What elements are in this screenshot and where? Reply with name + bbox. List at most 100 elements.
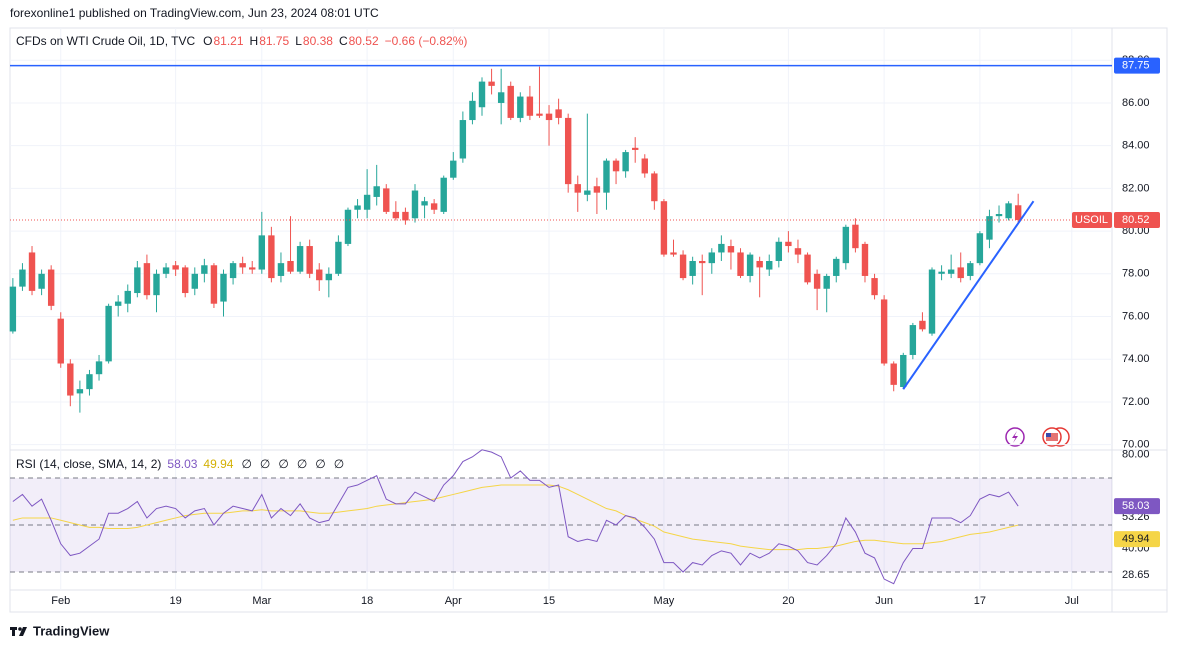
logo-part — [19, 627, 27, 636]
candle-body — [38, 273, 45, 289]
x-tick-label: Feb — [51, 595, 70, 607]
candle-body — [143, 263, 151, 296]
candle-body — [718, 243, 725, 253]
flag — [1046, 433, 1058, 441]
candle-body — [660, 201, 668, 255]
publisher: forexonline1 published on TradingView.co… — [10, 6, 379, 20]
candle-body — [478, 81, 486, 108]
candle-body — [612, 160, 620, 172]
candle-body — [114, 301, 122, 306]
candle-body — [19, 269, 26, 287]
logo-part — [18, 627, 22, 631]
candle-body — [296, 246, 304, 272]
legend-value: 80.52 — [349, 34, 379, 48]
candle-body — [258, 235, 266, 270]
candle-body — [727, 246, 735, 253]
logo-part — [12, 627, 15, 636]
candle-body — [105, 305, 112, 362]
last-price-label: 80.52 — [1122, 214, 1150, 226]
rsi-tick-label: 28.65 — [1122, 569, 1150, 581]
candle-body — [555, 109, 562, 118]
candle-body — [852, 224, 859, 249]
candle-body — [182, 267, 189, 294]
x-tick-label: 20 — [782, 595, 794, 607]
brand: TradingView — [33, 623, 110, 638]
event-icons — [1005, 427, 1070, 447]
rsi-value-label: 58.03 — [1122, 500, 1150, 512]
tv-logo — [10, 627, 27, 636]
candle-body — [632, 147, 639, 150]
x-tick-label: Jun — [875, 595, 893, 607]
candle-body — [220, 273, 227, 302]
candle-body — [938, 271, 945, 274]
rsi-na: ∅ — [334, 457, 344, 471]
rsi-na: ∅ — [278, 457, 288, 471]
candle-body — [459, 120, 467, 159]
candle-body — [833, 258, 840, 276]
legend-key: L — [295, 34, 302, 48]
candle-body — [995, 214, 1003, 217]
candle-body — [325, 273, 333, 281]
candle-body — [957, 267, 964, 279]
rsi-sma-line — [12, 484, 1019, 551]
candle-body — [603, 160, 610, 193]
candle-body — [497, 92, 505, 103]
candle-body — [517, 96, 524, 118]
symbol-pill — [1072, 211, 1112, 228]
candle-body — [268, 235, 275, 279]
candle-body — [277, 263, 285, 276]
candle-body — [947, 269, 955, 274]
candle-body — [890, 363, 897, 385]
candle-body — [306, 246, 313, 274]
legend-value: 81.75 — [259, 34, 289, 48]
legend-change: −0.66 (−0.82%) — [385, 34, 468, 48]
candle-body — [363, 194, 371, 210]
rsi-legend-sma: 49.94 — [203, 457, 233, 471]
y-tick-label: 72.00 — [1122, 396, 1150, 408]
candle-body — [536, 113, 543, 116]
rsi-sma-label-pill — [1114, 531, 1160, 548]
candle-body — [756, 260, 763, 268]
candle-body — [47, 269, 55, 306]
candle-body — [411, 190, 419, 219]
x-tick-label: 19 — [170, 595, 182, 607]
rsi-na: ∅ — [260, 457, 270, 471]
rsi-legend-value: 58.03 — [167, 457, 197, 471]
candle-body — [354, 205, 361, 210]
symbol-label: USOIL — [1075, 214, 1108, 226]
candle-body — [9, 286, 17, 332]
candle-body — [344, 209, 352, 244]
candle-body — [402, 211, 409, 221]
candle-body — [28, 252, 36, 291]
candle-body — [699, 260, 706, 264]
y-tick-label: 82.00 — [1122, 182, 1150, 194]
legend-key: C — [339, 34, 348, 48]
candle-body — [593, 186, 601, 193]
candle-body — [172, 265, 179, 270]
hline-label: 87.75 — [1122, 59, 1150, 71]
rsi-sma-label: 49.94 — [1122, 533, 1150, 545]
flag — [1046, 433, 1051, 437]
candle-body — [785, 241, 792, 247]
candle-body — [507, 85, 514, 118]
rsi-na: ∅ — [297, 457, 307, 471]
candle-body — [430, 203, 438, 210]
candle-body — [804, 254, 811, 283]
candle-body — [153, 273, 160, 296]
candle-body — [622, 152, 629, 172]
candle-body — [584, 190, 591, 195]
candle-body — [545, 113, 553, 121]
candle-body — [900, 354, 907, 387]
candle-body — [526, 96, 534, 116]
legend-value: 80.38 — [303, 34, 333, 48]
candle-body — [746, 254, 754, 276]
legend-value: 81.21 — [214, 34, 244, 48]
candle-body — [57, 318, 64, 364]
candle-body — [287, 260, 294, 272]
candle-body — [76, 389, 84, 394]
candle-body — [191, 273, 198, 289]
candle-body — [316, 269, 323, 281]
rsi-title: RSI (14, close, SMA, 14, 2) — [16, 457, 161, 471]
candle-body — [986, 216, 993, 240]
